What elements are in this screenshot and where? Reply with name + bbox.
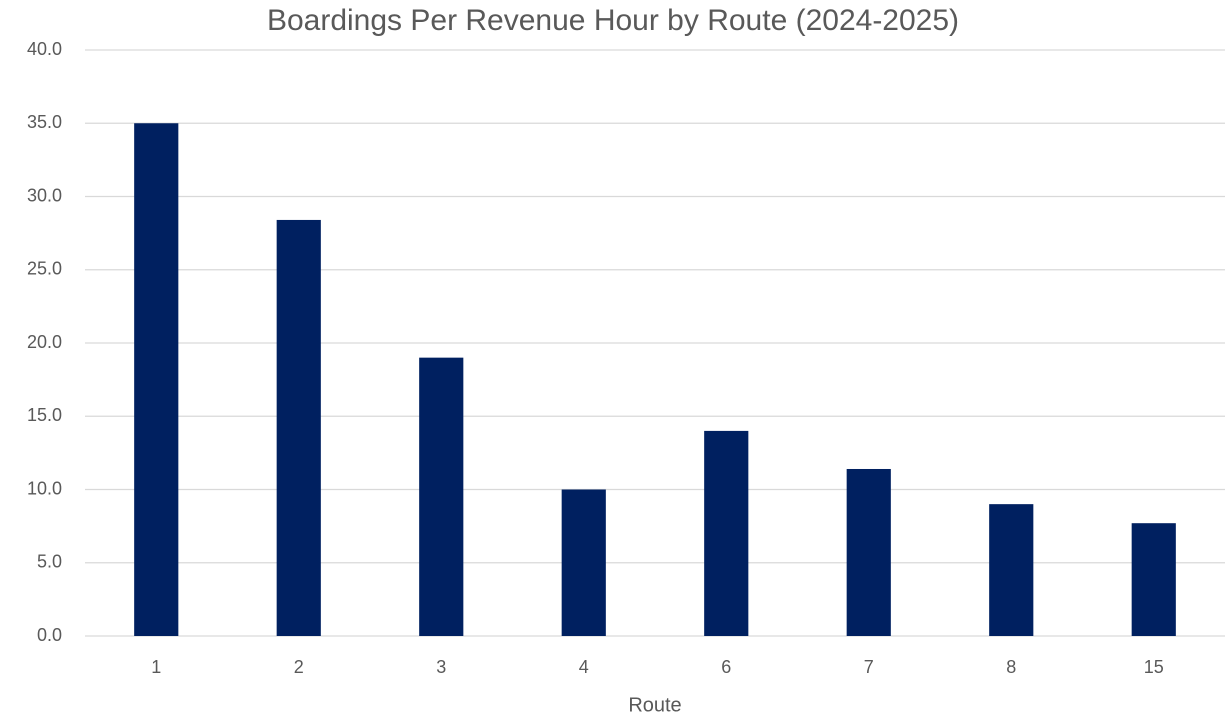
y-tick-label: 10.0 [27, 478, 62, 498]
y-tick-label: 0.0 [37, 625, 62, 645]
y-tick-label: 30.0 [27, 185, 62, 205]
bar [419, 357, 464, 636]
y-tick-label: 35.0 [27, 112, 62, 132]
x-tick-label: 4 [579, 657, 589, 677]
bar [704, 430, 749, 636]
x-tick-label: 15 [1144, 657, 1164, 677]
bar [561, 489, 606, 636]
x-tick-label: 7 [864, 657, 874, 677]
y-tick-label: 25.0 [27, 259, 62, 279]
y-tick-label: 20.0 [27, 332, 62, 352]
x-tick-label: 1 [151, 657, 161, 677]
bar [989, 504, 1034, 636]
y-tick-label: 5.0 [37, 552, 62, 572]
y-tick-label: 15.0 [27, 405, 62, 425]
y-tick-label: 40.0 [27, 39, 62, 59]
bar [276, 219, 321, 636]
chart-title: Boardings Per Revenue Hour by Route (202… [267, 4, 959, 37]
bar [1131, 523, 1176, 636]
x-tick-label: 2 [294, 657, 304, 677]
bar [846, 468, 891, 636]
bar [134, 123, 179, 636]
x-axis-label: Route [628, 694, 681, 716]
x-tick-label: 6 [721, 657, 731, 677]
x-tick-label: 8 [1006, 657, 1016, 677]
x-tick-label: 3 [436, 657, 446, 677]
